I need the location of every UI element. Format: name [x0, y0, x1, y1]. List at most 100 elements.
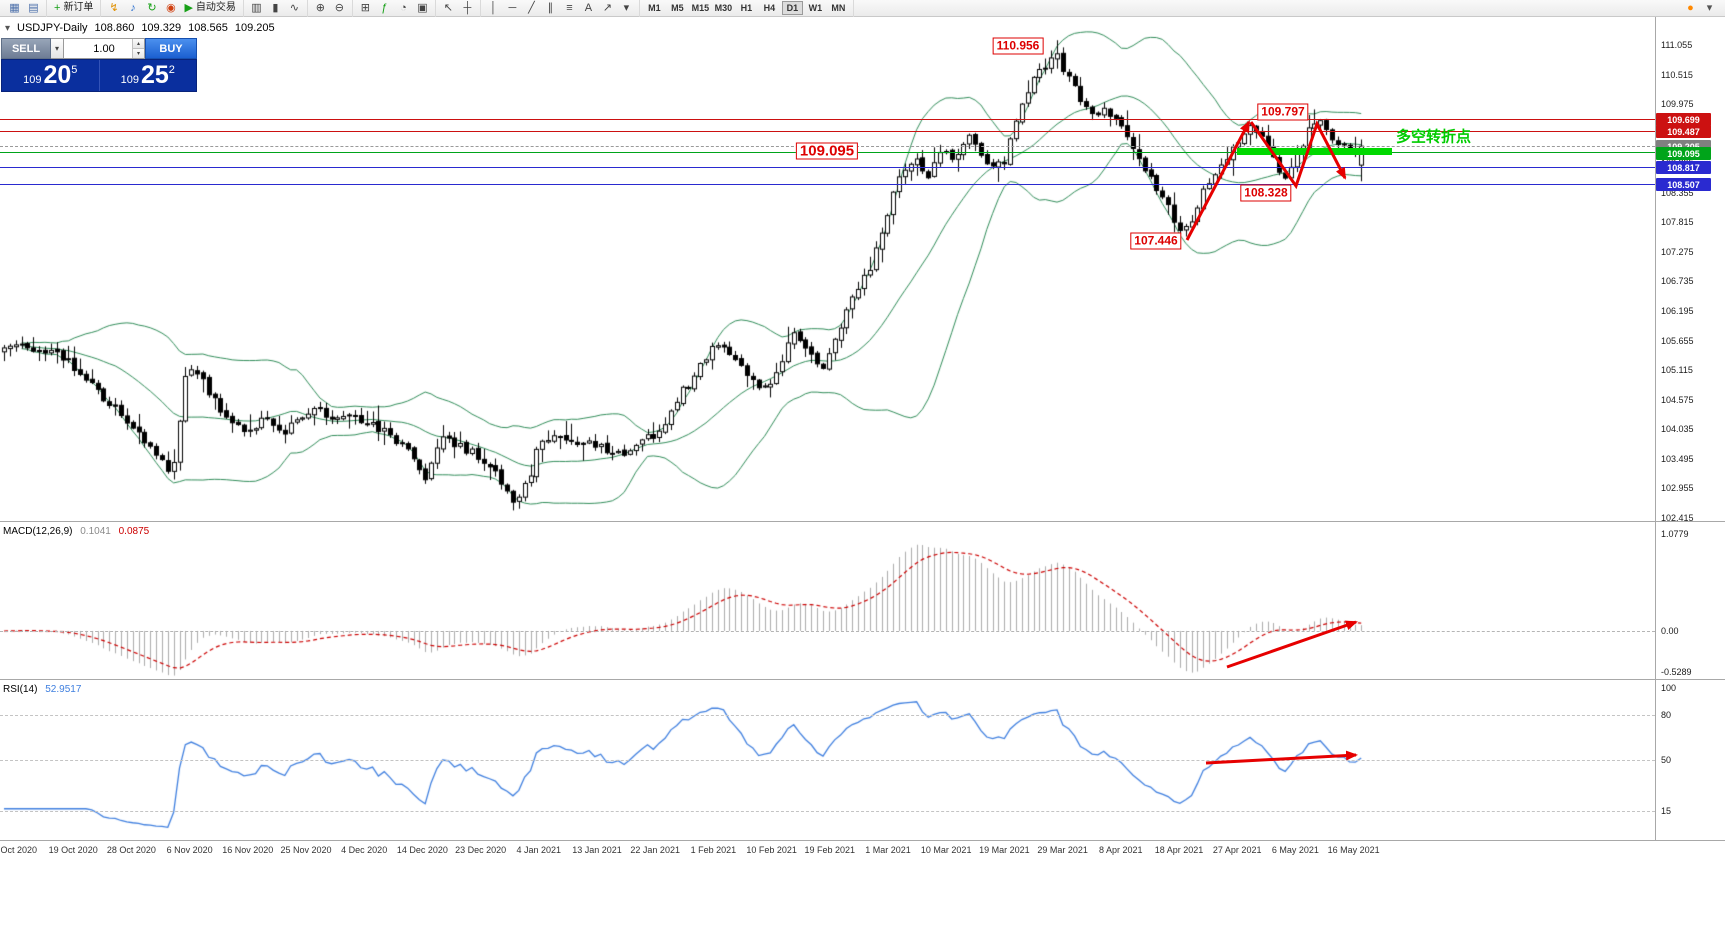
arrow-tool-icon[interactable]: ↗ [599, 1, 616, 16]
new-order-button[interactable]: + 新订单 [51, 1, 96, 16]
timeframe-h4[interactable]: H4 [763, 3, 776, 13]
community-icon-glyph: ◉ [166, 1, 176, 14]
rsi-scale-label: 50 [1661, 755, 1672, 765]
timeframe-m1[interactable]: M1 [648, 3, 661, 13]
profiles-icon[interactable]: ▤ [25, 1, 42, 16]
crosshair-icon[interactable]: ┼ [459, 1, 476, 16]
pane-separator[interactable] [0, 679, 1725, 680]
price-annotation-label[interactable]: 109.797 [1257, 103, 1309, 121]
date-label: 5 Oct 2020 [0, 845, 38, 855]
zoom-out-icon[interactable]: ⊖ [331, 1, 348, 16]
horizontal-line[interactable] [0, 119, 1655, 120]
macd-name: MACD(12,26,9) [3, 526, 73, 537]
horizontal-line[interactable] [0, 184, 1655, 185]
price-tag[interactable]: 108.817 [1656, 161, 1711, 174]
macd-main-value: 0.1041 [80, 526, 111, 537]
price-tag[interactable]: 109.487 [1656, 125, 1711, 138]
sounds-icon[interactable]: ♪ [124, 1, 141, 16]
volume-up-icon[interactable]: ▴ [133, 39, 144, 48]
charts-window-icon-glyph: ▦ [9, 1, 20, 14]
date-label: 23 Dec 2020 [455, 845, 507, 855]
price-annotation-label[interactable]: 107.446 [1130, 232, 1182, 250]
cursor-icon[interactable]: ↖ [440, 1, 457, 16]
alerts-icon[interactable]: ↯ [105, 1, 122, 16]
text-tool-icon-glyph: A [584, 1, 593, 14]
timeframe-m5[interactable]: M5 [671, 3, 684, 13]
notifications-icon[interactable]: ● [1682, 1, 1699, 16]
rsi-level-line [0, 811, 1655, 812]
templates-icon[interactable]: ▣ [414, 1, 431, 16]
pane-separator[interactable] [0, 521, 1725, 522]
periods-icon[interactable]: ◔ [395, 1, 412, 16]
zoom-in-icon[interactable]: ⊕ [312, 1, 329, 16]
price-annotation-label[interactable]: 108.328 [1240, 184, 1292, 202]
price-tag[interactable]: 108.507 [1656, 178, 1711, 191]
price-scale-label: 107.275 [1661, 246, 1694, 257]
toolbar-overflow-icon[interactable]: ▾ [1701, 1, 1718, 16]
community-icon[interactable]: ◉ [162, 1, 179, 16]
price-tag[interactable]: 109.699 [1656, 113, 1711, 126]
price-scale-label: 103.495 [1661, 453, 1694, 464]
one-click-toggle-icon[interactable]: ▾ [5, 22, 11, 34]
volume-input[interactable]: 1.00 ▴ ▾ [64, 38, 145, 59]
channel-icon[interactable]: ∥ [542, 1, 559, 16]
price-chart-canvas[interactable] [0, 16, 1655, 521]
close-value: 109.205 [234, 22, 275, 34]
fibonacci-icon[interactable]: ≡ [561, 1, 578, 16]
date-label: 6 Nov 2020 [166, 845, 213, 855]
rsi-scale-label: 80 [1661, 710, 1672, 720]
text-tool-icon[interactable]: A [580, 1, 597, 16]
price-annotation-label[interactable]: 109.095 [795, 142, 859, 160]
macd-scale-label: 1.0779 [1661, 529, 1689, 539]
macd-pane-canvas[interactable] [0, 522, 1655, 679]
timeframe-h1[interactable]: H1 [740, 3, 753, 13]
horizontal-line[interactable] [0, 131, 1655, 132]
candlestick-type-icon[interactable]: ▮ [267, 1, 284, 16]
timeframe-m15[interactable]: M15 [691, 3, 710, 13]
timeframe-m30[interactable]: M30 [714, 3, 733, 13]
charts-window-icon[interactable]: ▦ [6, 1, 23, 16]
indicators-icon[interactable]: ƒ [376, 1, 393, 16]
one-click-trading-panel: SELL ▾ 1.00 ▴ ▾ BUY 109 20 5 109 25 2 [1, 38, 197, 92]
trendline-icon[interactable]: ╱ [523, 1, 540, 16]
date-label: 1 Feb 2021 [690, 845, 737, 855]
refresh-icon[interactable]: ↻ [143, 1, 160, 16]
timeframe-d1[interactable]: D1 [781, 1, 803, 15]
sell-price-display[interactable]: 109 20 5 [2, 60, 99, 91]
tile-windows-icon[interactable]: ⊞ [357, 1, 374, 16]
annotation-note[interactable]: 多空转折点 [1396, 128, 1472, 146]
price-scale-border [1655, 17, 1656, 841]
horizontal-line-icon[interactable]: ─ [504, 1, 521, 16]
sell-button[interactable]: SELL [1, 38, 51, 59]
date-label: 29 Mar 2021 [1037, 845, 1088, 855]
autotrading-button[interactable]: ▶ 自动交易 [181, 1, 238, 16]
buy-price-prefix: 109 [120, 73, 139, 86]
volume-stepper: ▴ ▾ [132, 39, 144, 58]
support-zone-bar[interactable] [1237, 148, 1392, 155]
bar-chart-type-icon[interactable]: ▥ [248, 1, 265, 16]
vertical-line-icon[interactable]: │ [485, 1, 502, 16]
price-scale-label: 107.815 [1661, 217, 1694, 228]
volume-down-icon[interactable]: ▾ [133, 48, 144, 58]
timeframe-w1[interactable]: W1 [808, 3, 823, 13]
indicators-icon-glyph: ƒ [381, 1, 388, 14]
arrow-tool-icon-glyph: ↗ [602, 1, 613, 14]
toolbar-group: ↖ ┼ [436, 0, 481, 17]
volume-dropdown-icon[interactable]: ▾ [51, 38, 64, 59]
bar-chart-type-icon-glyph: ▥ [251, 1, 262, 14]
rsi-level-line [0, 760, 1655, 761]
low-value: 108.565 [188, 22, 228, 34]
date-label: 19 Feb 2021 [804, 845, 856, 855]
vertical-line-icon-glyph: │ [489, 1, 497, 14]
buy-price-display[interactable]: 109 25 2 [98, 60, 197, 91]
buy-button[interactable]: BUY [145, 38, 197, 59]
line-chart-type-icon[interactable]: ∿ [286, 1, 303, 16]
price-annotation-label[interactable]: 110.956 [992, 37, 1044, 55]
timeframe-mn[interactable]: MN [831, 3, 846, 13]
shapes-dropdown-icon[interactable]: ▾ [618, 1, 635, 16]
horizontal-line[interactable] [0, 167, 1655, 168]
price-tag[interactable]: 109.095 [1656, 147, 1711, 160]
buy-price-big: 25 [140, 61, 169, 89]
sell-price-sup: 5 [71, 63, 78, 76]
